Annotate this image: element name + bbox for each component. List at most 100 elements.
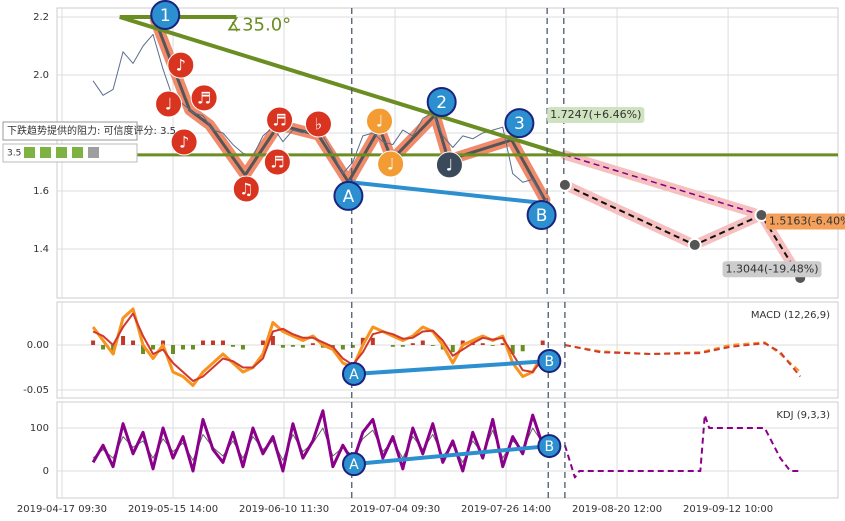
note-symbol: ♭ [315,115,323,134]
badge [526,200,557,231]
badge-label: B [545,354,555,370]
forecast-point [687,237,702,252]
overlay-line [119,15,566,157]
histogram-bar [171,345,176,355]
panel-title: KDJ (9,3,3) [776,410,830,421]
histogram-bar [540,340,545,346]
badge-label: B [545,439,555,455]
icon [72,147,83,158]
histogram-bar [450,345,455,353]
histogram-bar [121,336,126,346]
histogram-bar [460,340,465,346]
note-symbol: ♩ [446,155,454,174]
histogram-bar [181,345,186,350]
histogram-bar [290,345,295,347]
note-marker [377,150,405,178]
histogram-bar [410,343,415,346]
note-symbol: ♪ [179,132,189,151]
histogram-bar [490,345,495,346]
overlay-line [563,414,801,479]
overlay-line [348,180,542,205]
note-marker [190,84,218,112]
note-marker [435,151,463,179]
x-tick-label: 2019-08-20 12:00 [572,504,662,515]
histogram-bar [190,345,195,350]
histogram-bar [141,345,146,355]
badge [537,349,562,374]
badge-label: B [536,206,548,226]
histogram-bar [310,343,315,346]
histogram-bar [151,345,156,350]
annotation-label: ∡35.0° [226,15,291,36]
note-symbol: ♪ [176,56,186,75]
panel-title: MACD (12,26,9) [751,310,830,321]
histogram-bar [220,340,225,346]
icon [56,147,67,158]
histogram-bar [260,340,265,346]
y-tick-label: 2.0 [33,70,49,81]
badge [333,180,364,211]
histogram-bar [91,340,96,346]
y-tick-label: 100 [30,423,49,434]
histogram-bar [300,345,305,348]
y-tick-label: 0 [43,466,49,477]
x-tick-label: 2019-05-15 14:00 [128,504,218,515]
label-box [765,213,845,230]
histogram-bar [420,340,425,346]
forecast-point [754,208,769,223]
note-symbol: ♬ [197,88,211,107]
histogram-bar [200,340,205,346]
histogram-bar [510,345,515,355]
y-tick-label: 1.4 [33,244,49,255]
histogram-bar [131,340,136,346]
tooltip-score: 3.5 [7,149,21,159]
overlay-line [564,342,802,378]
histogram-bar [360,337,365,346]
note-marker [304,110,332,138]
label-box [722,261,822,278]
histogram-bar [101,345,106,350]
tooltip-box [2,143,138,163]
overlay-line [564,183,802,279]
histogram-bar [230,345,235,347]
tooltip-text: 下跌趋势提供的阻力: 可信度评分: 3.5 [7,124,176,137]
histogram-bar [480,343,485,346]
x-tick-label: 2019-07-04 09:30 [350,504,440,515]
x-tick-label: 2019-04-17 09:30 [17,504,107,515]
annotation-label: 1.5163(-6.40%) [769,214,845,227]
badge [150,0,181,30]
y-tick-label: 2.2 [33,12,49,23]
badge [504,108,535,139]
badge [341,452,366,477]
histogram-bar [500,343,505,346]
badge-label: 1 [160,6,171,26]
tooltip: 下跌趋势提供的阻力: 可信度评分: 3.5 3.5 [2,121,176,163]
note-marker [170,128,198,156]
badge [341,361,366,386]
histogram-bar [350,345,355,348]
overlay-line [353,444,550,467]
note-symbol: ♩ [165,94,173,113]
badge-label: 3 [514,114,525,134]
histogram-bar [370,337,375,346]
badge-label: A [349,457,359,473]
note-marker [263,148,291,176]
y-tick-label: 0.00 [27,340,49,351]
histogram-bar [430,345,435,346]
histogram-bar [280,345,285,348]
note-symbol: ♬ [272,110,286,129]
x-tick-label: 2019-07-26 14:00 [461,504,551,515]
icon [24,147,35,158]
badge [537,434,562,459]
label-box [547,107,645,124]
note-marker [155,90,183,118]
histogram-bar [520,345,525,352]
x-tick-label: 2019-09-12 10:00 [683,504,773,515]
histogram-bar [210,340,215,346]
histogram-bar [400,345,405,347]
note-symbol: ♩ [376,112,384,131]
x-tick-label: 2019-06-10 11:30 [239,504,329,515]
overlay-line [564,154,762,216]
